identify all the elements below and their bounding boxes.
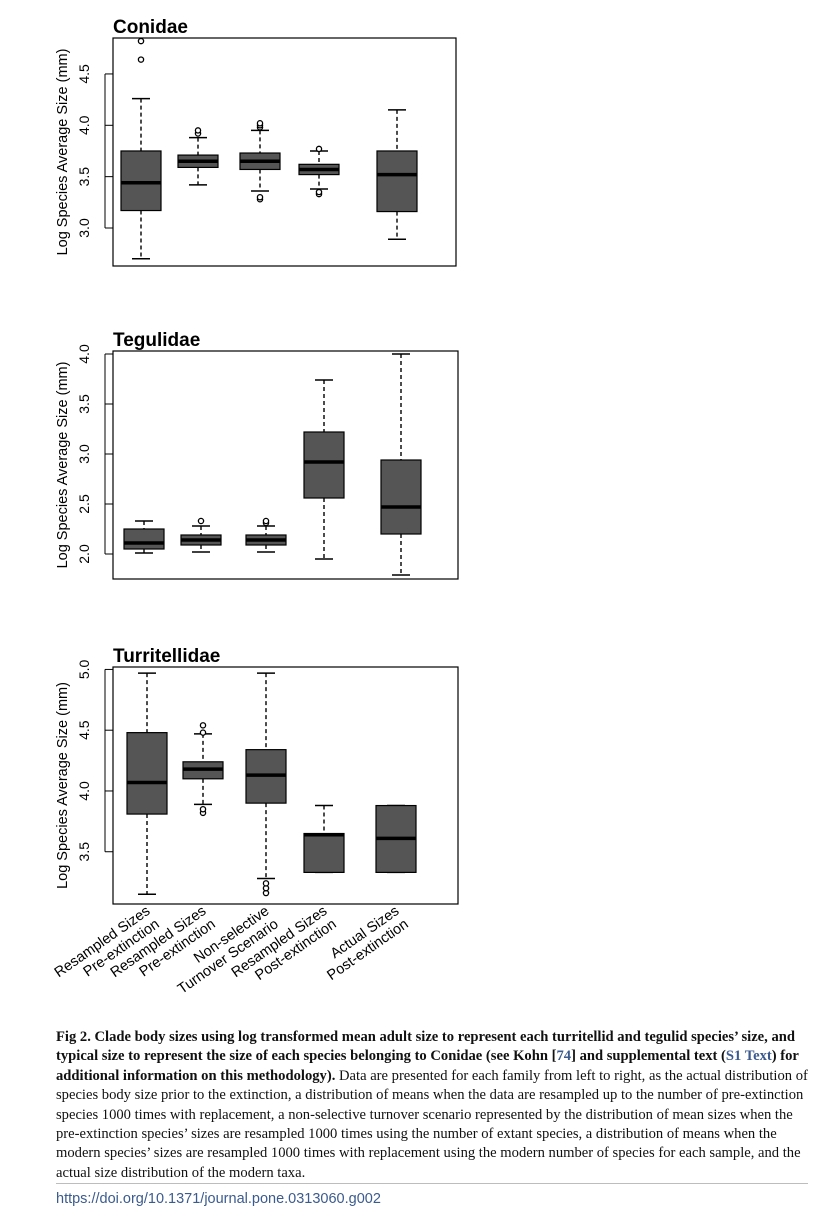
outlier-point [199, 729, 207, 736]
y-tick-label: 3.5 [76, 167, 92, 187]
outlier-point [262, 880, 270, 887]
caption-title-end: ) for additional information on this met… [56, 1048, 799, 1084]
y-tick-label: 2.5 [76, 494, 92, 514]
caption-title: Fig 2. Clade body sizes using log transf… [56, 1029, 795, 1065]
y-tick-label: 3.5 [76, 394, 92, 414]
box-1 [120, 37, 162, 260]
box-4 [303, 804, 345, 874]
box-3 [245, 672, 287, 897]
box-5 [376, 109, 418, 241]
box-4 [298, 145, 340, 198]
doi-link[interactable]: https://doi.org/10.1371/journal.pone.031… [56, 1191, 381, 1207]
iqr-box [303, 832, 345, 873]
y-tick-label: 4.5 [76, 64, 92, 84]
boxplot-panel-2: Tegulidae Log Species Average Size (mm) 2.… [55, 330, 459, 580]
box-1 [126, 672, 168, 896]
outlier-point [137, 37, 145, 45]
iqr-box [126, 732, 168, 815]
ref-link-74[interactable]: 74 [556, 1048, 572, 1065]
panel-title: Turritellidae [113, 646, 220, 667]
caption-title-cont: ] and supplemental text ( [571, 1048, 726, 1065]
x-tick-label: Actual SizesPost-extinction [315, 903, 411, 984]
figure-caption: Fig 2. Clade body sizes using log transf… [56, 1028, 808, 1183]
iqr-box [123, 528, 165, 550]
divider [56, 1183, 808, 1184]
y-tick-label: 4.0 [76, 344, 92, 364]
y-tick-label: 4.0 [76, 781, 92, 801]
iqr-box [376, 150, 418, 213]
outlier-point [262, 517, 270, 525]
y-axis-label: Log Species Average Size (mm) [55, 49, 71, 256]
outlier-point [199, 805, 207, 813]
box-3 [239, 119, 281, 203]
chart-figure: Conidae Log Species Average Size (mm) 3.0 3… [52, 17, 459, 997]
iqr-box [303, 431, 345, 499]
y-tick-label: 2.0 [76, 544, 92, 564]
plot-frame [112, 37, 457, 267]
outlier-point [137, 56, 145, 63]
y-axis-label: Log Species Average Size (mm) [55, 682, 71, 889]
box-5 [375, 804, 417, 874]
outlier-point [194, 127, 202, 134]
iqr-box [380, 459, 422, 535]
boxplot-panel-3: Turritellidae Log Species Average Size (m… [55, 646, 459, 905]
box-4 [303, 379, 345, 560]
outlier-point [315, 145, 323, 153]
outlier-point [256, 119, 264, 127]
plot-frame [112, 350, 459, 580]
ref-link-s1-text[interactable]: S1 Text [725, 1048, 772, 1065]
outlier-point [199, 722, 207, 729]
plot-frame [112, 666, 459, 905]
y-tick-label: 3.0 [76, 218, 92, 238]
outlier-point [256, 193, 264, 201]
outlier-point [197, 517, 205, 525]
y-tick-label: 4.0 [76, 115, 92, 135]
box-2 [182, 722, 224, 817]
box-2 [177, 127, 219, 186]
caption-body: Data are presented for each family from … [56, 1067, 808, 1181]
box-3 [245, 517, 287, 553]
box-1 [123, 520, 165, 554]
iqr-box [120, 150, 162, 212]
panel-title: Conidae [113, 17, 188, 38]
boxplot-panel-1: Conidae Log Species Average Size (mm) 3.0 3… [55, 17, 457, 267]
panel-title: Tegulidae [113, 330, 200, 351]
y-tick-label: 5.0 [76, 659, 92, 679]
y-axis-label: Log Species Average Size (mm) [55, 362, 71, 569]
outlier-point [315, 188, 323, 196]
box-5 [380, 353, 422, 576]
y-tick-label: 3.5 [76, 842, 92, 862]
box-2 [180, 517, 222, 553]
y-tick-label: 4.5 [76, 720, 92, 740]
y-tick-label: 3.0 [76, 444, 92, 464]
